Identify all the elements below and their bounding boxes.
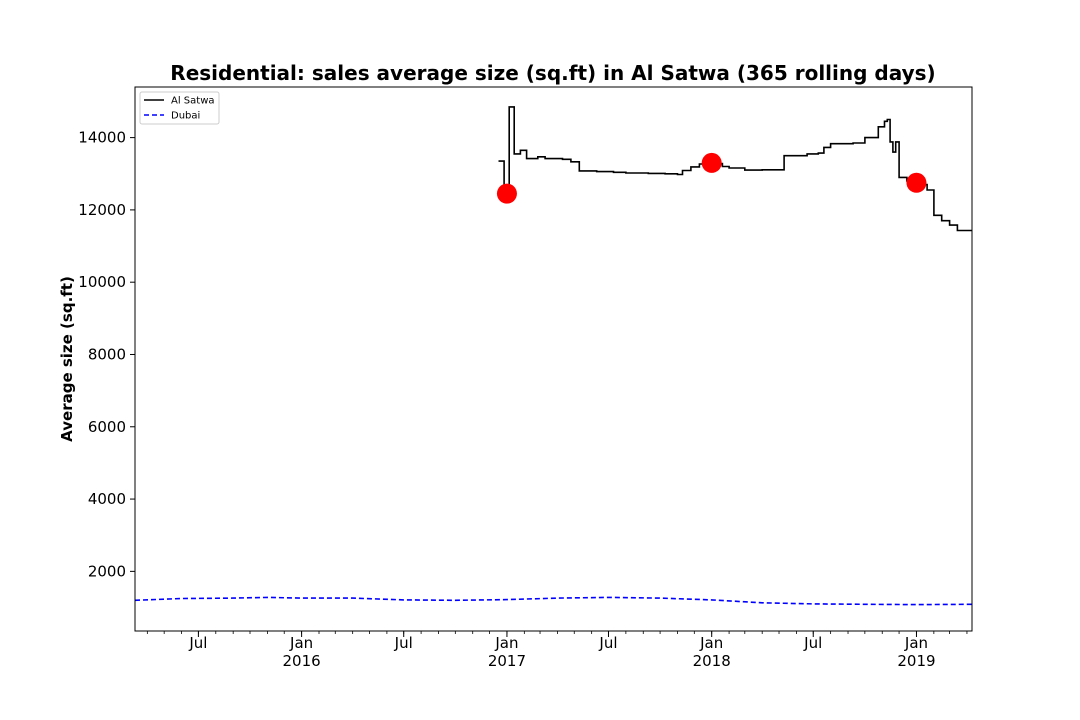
x-tick-label: Jan — [289, 634, 313, 652]
series-line-al-satwa — [498, 106, 972, 232]
y-tick-label: 10000 — [78, 273, 126, 291]
legend-label-dubai: Dubai — [171, 111, 200, 122]
x-tick-year-label: 2018 — [693, 652, 731, 670]
y-tick-label: 8000 — [88, 345, 126, 363]
y-tick-label: 4000 — [88, 490, 126, 508]
legend-label-al-satwa: Al Satwa — [171, 96, 215, 107]
y-axis-label: Average size (sq.ft) — [58, 276, 76, 442]
x-tick-label: Jul — [803, 634, 822, 652]
highlight-marker — [906, 172, 927, 193]
plot-area — [134, 106, 973, 606]
x-tick-year-label: 2017 — [488, 652, 526, 670]
series-line-dubai — [134, 596, 973, 606]
y-tick-label: 2000 — [88, 562, 126, 580]
y-tick-label: 12000 — [78, 201, 126, 219]
legend: Al Satwa Dubai — [139, 91, 220, 125]
highlight-marker — [496, 183, 517, 204]
x-tick-label: Jan — [699, 634, 723, 652]
x-tick-year-label: 2016 — [283, 652, 321, 670]
y-axis: 2000 4000 6000 8000 10000 12000 14000 — [78, 129, 135, 580]
x-tick-label: Jul — [394, 634, 413, 652]
plot-frame — [134, 86, 973, 632]
y-tick-label: 14000 — [78, 129, 126, 147]
x-tick-label: Jul — [188, 634, 207, 652]
x-tick-label: Jul — [598, 634, 617, 652]
highlight-marker — [701, 152, 722, 173]
chart-title: Residential: sales average size (sq.ft) … — [170, 61, 935, 85]
x-tick-label: Jan — [904, 634, 928, 652]
y-tick-label: 6000 — [88, 418, 126, 436]
x-tick-year-label: 2019 — [897, 652, 935, 670]
x-tick-label: Jan — [494, 634, 518, 652]
